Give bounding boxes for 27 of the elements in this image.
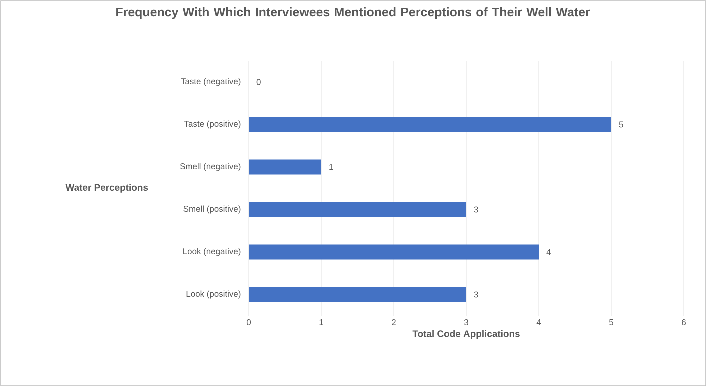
y-tick-label: Smell (positive)	[184, 206, 241, 214]
x-tick-label: 0	[246, 320, 252, 326]
bar	[249, 117, 612, 132]
data-label: 3	[474, 292, 478, 298]
data-label: 4	[546, 249, 551, 256]
y-tick-label: Look (positive)	[186, 290, 241, 299]
bar	[249, 202, 466, 218]
x-tick-label: 4	[536, 320, 542, 326]
data-label: 0	[256, 79, 261, 86]
y-tick-label: Taste (negative)	[181, 78, 241, 86]
y-tick-label: Taste (positive)	[184, 120, 241, 129]
x-tick-label: 6	[682, 320, 686, 326]
x-tick-label: 1	[320, 320, 324, 326]
x-tick-label: 2	[392, 320, 396, 326]
data-label: 3	[474, 206, 478, 213]
x-tick-label: 3	[464, 320, 468, 326]
bar	[249, 160, 322, 175]
y-tick-label: Look (negative)	[184, 248, 241, 256]
chart-title: Frequency With Which Interviewees Mentioned Perceptions of Their Well Water	[116, 8, 590, 20]
data-label: 1	[330, 164, 334, 170]
bar	[249, 244, 539, 260]
bar	[249, 287, 466, 302]
y-tick-label: Smell (negative)	[180, 163, 241, 172]
x-axis-title: Total Code Applications	[412, 330, 520, 340]
y-axis-title: Water Perceptions	[66, 184, 148, 193]
x-tick-label: 5	[609, 320, 614, 326]
data-label: 5	[619, 122, 624, 128]
